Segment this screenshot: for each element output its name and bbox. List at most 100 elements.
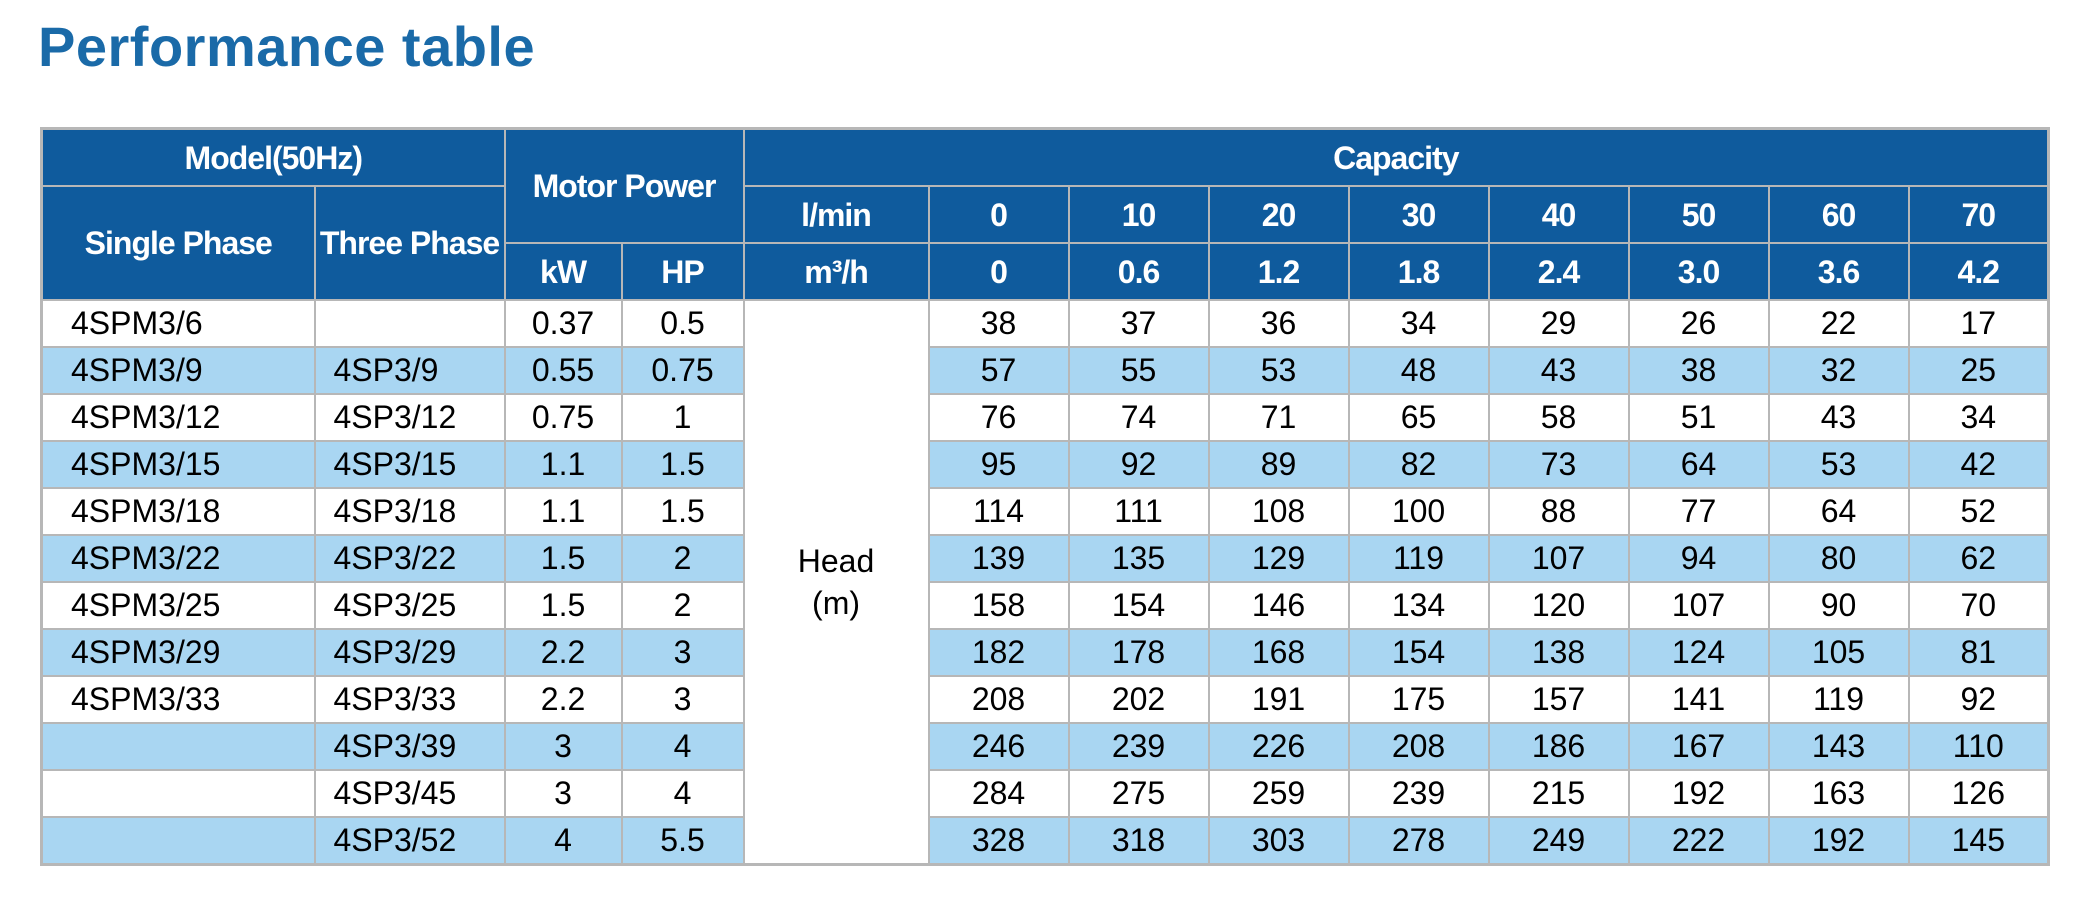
motor-hp: 2 <box>620 581 745 630</box>
head-value: 168 <box>1207 628 1350 677</box>
head-value: 51 <box>1627 393 1770 442</box>
table-row: 4SPM3/29 4SP3/29 2.2 3 182 178 168 154 138 124 105… <box>40 628 2050 677</box>
head-unit: (m) <box>812 585 860 621</box>
head-value: 71 <box>1207 393 1350 442</box>
page-title: Performance table <box>38 15 536 78</box>
head-value: 139 <box>927 534 1070 583</box>
single-phase-model <box>40 769 316 818</box>
table-row: 4SPM3/18 4SP3/18 1.1 1.5 114 111 108 100 88 77 64 5… <box>40 487 2050 536</box>
head-value: 145 <box>1907 816 2050 866</box>
motor-kw: 0.55 <box>503 346 623 395</box>
motor-kw: 1.5 <box>503 534 623 583</box>
head-value: 124 <box>1627 628 1770 677</box>
head-value: 186 <box>1487 722 1630 771</box>
motor-hp: 4 <box>620 769 745 818</box>
single-phase-model: 4SPM3/33 <box>40 675 316 724</box>
single-phase-model: 4SPM3/9 <box>40 346 316 395</box>
head-value: 65 <box>1347 393 1490 442</box>
head-value: 92 <box>1907 675 2050 724</box>
head-value: 119 <box>1767 675 1910 724</box>
lmin-unit-header: l/min <box>742 185 930 244</box>
head-value: 259 <box>1207 769 1350 818</box>
motor-hp: 2 <box>620 534 745 583</box>
head-value: 64 <box>1627 440 1770 489</box>
lmin-value: 0 <box>927 185 1070 244</box>
head-value: 163 <box>1767 769 1910 818</box>
head-value: 108 <box>1207 487 1350 536</box>
head-value: 62 <box>1907 534 2050 583</box>
motor-kw: 1.1 <box>503 440 623 489</box>
motor-hp: 1 <box>620 393 745 442</box>
head-value: 58 <box>1487 393 1630 442</box>
head-value: 34 <box>1347 299 1490 348</box>
head-value: 34 <box>1907 393 2050 442</box>
motor-kw: 1.1 <box>503 487 623 536</box>
single-phase-model: 4SPM3/29 <box>40 628 316 677</box>
head-value: 53 <box>1207 346 1350 395</box>
m3h-value: 4.2 <box>1907 242 2050 301</box>
head-value: 73 <box>1487 440 1630 489</box>
head-value: 202 <box>1067 675 1210 724</box>
head-value: 36 <box>1207 299 1350 348</box>
head-value: 57 <box>927 346 1070 395</box>
head-value: 81 <box>1907 628 2050 677</box>
head-value: 80 <box>1767 534 1910 583</box>
m3h-value: 0 <box>927 242 1070 301</box>
head-value: 143 <box>1767 722 1910 771</box>
head-value: 175 <box>1347 675 1490 724</box>
head-value: 114 <box>927 487 1070 536</box>
head-value: 25 <box>1907 346 2050 395</box>
head-value: 42 <box>1907 440 2050 489</box>
head-value: 32 <box>1767 346 1910 395</box>
head-value: 95 <box>927 440 1070 489</box>
head-value: 107 <box>1487 534 1630 583</box>
head-value: 246 <box>927 722 1070 771</box>
head-value: 192 <box>1627 769 1770 818</box>
lmin-value: 70 <box>1907 185 2050 244</box>
head-value: 239 <box>1067 722 1210 771</box>
three-phase-model: 4SP3/18 <box>313 487 506 536</box>
head-value: 119 <box>1347 534 1490 583</box>
head-value: 208 <box>1347 722 1490 771</box>
head-value: 48 <box>1347 346 1490 395</box>
motor-kw: 4 <box>503 816 623 866</box>
head-value: 239 <box>1347 769 1490 818</box>
motor-hp: 5.5 <box>620 816 745 866</box>
head-value: 249 <box>1487 816 1630 866</box>
head-value: 26 <box>1627 299 1770 348</box>
head-value: 154 <box>1347 628 1490 677</box>
head-value: 88 <box>1487 487 1630 536</box>
head-value: 134 <box>1347 581 1490 630</box>
motor-hp: 3 <box>620 628 745 677</box>
hp-header: HP <box>620 242 745 301</box>
head-value: 22 <box>1767 299 1910 348</box>
head-value: 43 <box>1487 346 1630 395</box>
three-phase-model: 4SP3/52 <box>313 816 506 866</box>
motor-kw: 0.37 <box>503 299 623 348</box>
lmin-value: 60 <box>1767 185 1910 244</box>
head-value: 111 <box>1067 487 1210 536</box>
head-value: 89 <box>1207 440 1350 489</box>
table-row: 4SPM3/15 4SP3/15 1.1 1.5 95 92 89 82 73 64 53 42 <box>40 440 2050 489</box>
head-value: 110 <box>1907 722 2050 771</box>
motor-kw: 1.5 <box>503 581 623 630</box>
table-row: 4SPM3/9 4SP3/9 0.55 0.75 57 55 53 48 43 38 32 25 <box>40 346 2050 395</box>
table-row: 4SPM3/25 4SP3/25 1.5 2 158 154 146 134 120 107 90 7… <box>40 581 2050 630</box>
table-row: 4SPM3/22 4SP3/22 1.5 2 139 135 129 119 107 94 80 62 <box>40 534 2050 583</box>
motor-hp: 3 <box>620 675 745 724</box>
head-value: 178 <box>1067 628 1210 677</box>
head-value: 303 <box>1207 816 1350 866</box>
single-phase-model: 4SPM3/15 <box>40 440 316 489</box>
head-value: 52 <box>1907 487 2050 536</box>
table-row: 4SPM3/33 4SP3/33 2.2 3 208 202 191 175 157 141 119… <box>40 675 2050 724</box>
head-value: 215 <box>1487 769 1630 818</box>
head-value: 105 <box>1767 628 1910 677</box>
motor-power-header: Motor Power <box>503 127 745 244</box>
motor-kw: 3 <box>503 769 623 818</box>
head-value: 167 <box>1627 722 1770 771</box>
head-value: 107 <box>1627 581 1770 630</box>
head-value: 192 <box>1767 816 1910 866</box>
head-value: 141 <box>1627 675 1770 724</box>
three-phase-model: 4SP3/29 <box>313 628 506 677</box>
head-value: 37 <box>1067 299 1210 348</box>
